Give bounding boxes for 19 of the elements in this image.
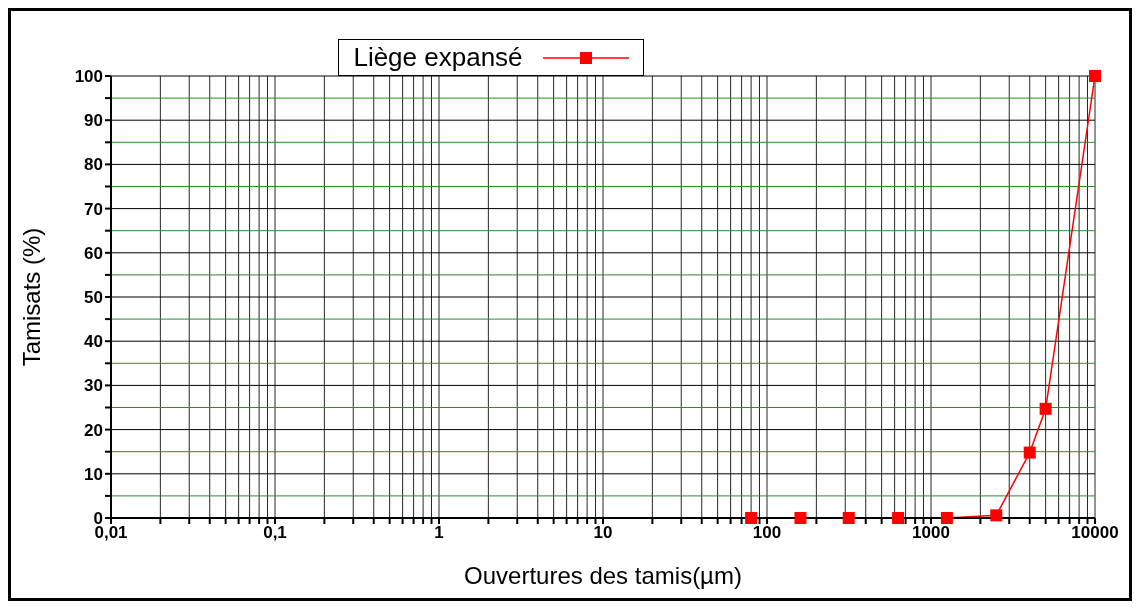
y-tick-label: 70 xyxy=(84,199,103,219)
y-tick-label: 80 xyxy=(84,155,103,175)
y-tick-label: 90 xyxy=(84,111,103,131)
y-axis-title: Tamisats (%) xyxy=(17,227,45,367)
x-tick-label: 10000 xyxy=(1071,523,1119,543)
x-tick-label: 10 xyxy=(593,523,613,543)
x-tick-label: 0,1 xyxy=(263,523,287,543)
y-tick-label: 10 xyxy=(84,464,103,484)
y-tick-label: 100 xyxy=(74,67,103,87)
legend-label: Liège expansé xyxy=(353,42,523,73)
x-tick-label: 100 xyxy=(752,523,782,543)
y-tick-label: 30 xyxy=(84,376,103,396)
y-tick-label: 40 xyxy=(84,332,103,352)
y-tick-label: 60 xyxy=(84,243,103,263)
y-tick-label: 20 xyxy=(84,420,103,440)
x-tick-label: 1000 xyxy=(912,523,950,543)
x-tick-label: 1 xyxy=(434,523,444,543)
x-axis-title: Ouvertures des tamis(µm) xyxy=(464,562,742,589)
y-tick-label: 50 xyxy=(84,288,103,308)
